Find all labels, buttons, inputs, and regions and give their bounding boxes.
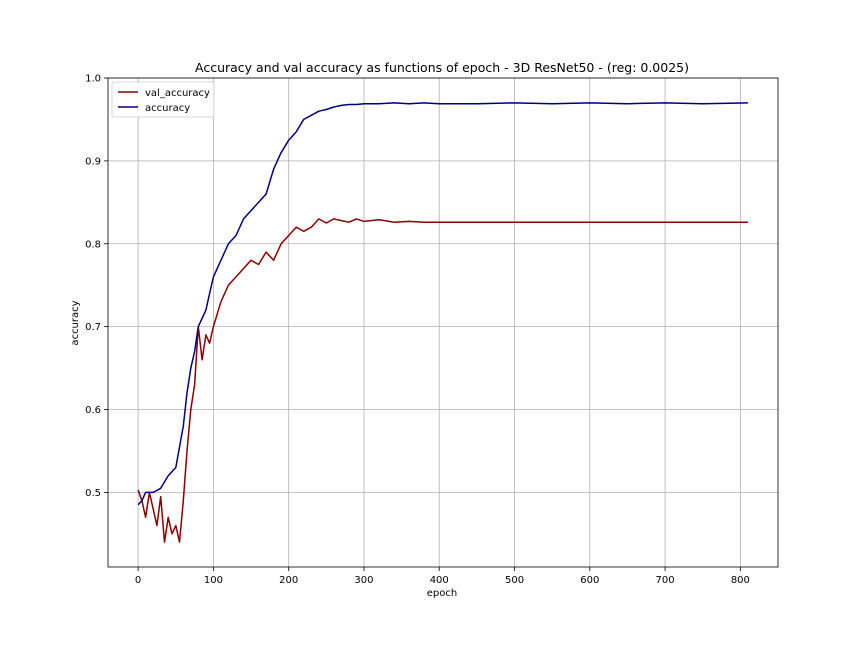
series-line-accuracy xyxy=(137,102,748,506)
y-tick-label: 0.6 xyxy=(85,405,101,416)
y-tick-label: 1.0 xyxy=(85,74,101,85)
legend-label-accuracy: accuracy xyxy=(145,103,190,114)
x-tick-label: 600 xyxy=(580,575,599,586)
x-tick-label: 800 xyxy=(731,575,750,586)
x-tick-label: 300 xyxy=(354,575,373,586)
y-tick-label: 0.5 xyxy=(85,488,101,499)
grid-lines xyxy=(108,77,778,567)
plot-frame xyxy=(107,77,779,568)
y-tick-label: 0.8 xyxy=(85,239,101,250)
x-axis-label: epoch xyxy=(427,588,457,599)
legend-label-val-accuracy: val_accuracy xyxy=(145,88,210,99)
x-tick-label: 700 xyxy=(656,575,675,586)
x-tick-label: 0 xyxy=(135,575,141,586)
y-tick-label: 0.9 xyxy=(85,156,101,167)
series-layer xyxy=(137,102,748,543)
legend: val_accuracy accuracy xyxy=(111,81,215,118)
legend-box xyxy=(111,81,215,118)
x-tick-label: 200 xyxy=(279,575,298,586)
chart-title: Accuracy and val accuracy as functions o… xyxy=(195,60,689,75)
x-axis-ticks: 0 100 200 300 400 500 600 700 800 xyxy=(135,567,750,586)
x-tick-label: 100 xyxy=(204,575,223,586)
x-tick-label: 400 xyxy=(430,575,449,586)
series-line-val-accuracy xyxy=(137,218,748,543)
y-axis-ticks: 0.5 0.6 0.7 0.8 0.9 1.0 xyxy=(85,74,108,499)
y-tick-label: 0.7 xyxy=(85,322,101,333)
x-tick-label: 500 xyxy=(505,575,524,586)
y-axis-label: accuracy xyxy=(70,300,81,345)
